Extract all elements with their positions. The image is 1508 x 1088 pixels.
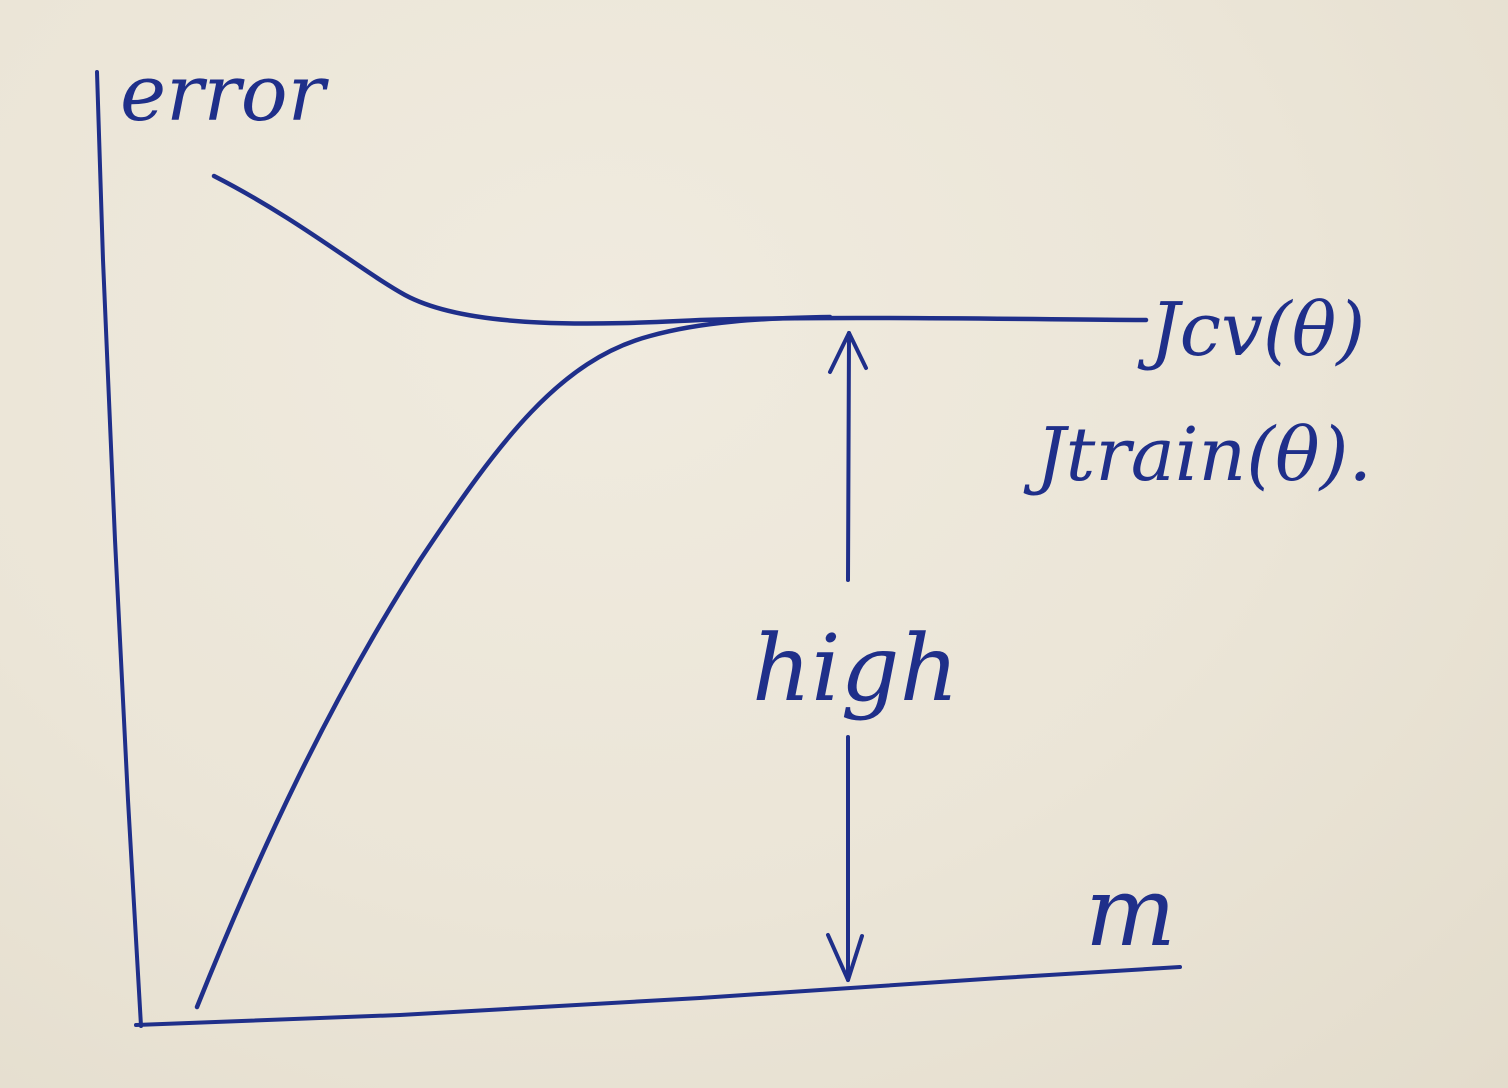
gap-label: high xyxy=(752,615,959,722)
y-axis xyxy=(95,70,143,1028)
train-curve-label: Jtrain(θ). xyxy=(1023,412,1372,498)
cv-curve-label: Jcv(θ) xyxy=(1137,287,1365,373)
gap-arrow-head-up xyxy=(828,331,868,374)
train-error-curve xyxy=(194,314,833,1010)
gap-arrow-head-down xyxy=(826,933,864,982)
y-axis-label: error xyxy=(120,49,330,139)
x-axis xyxy=(134,965,1182,1027)
x-axis-label: m xyxy=(1085,856,1176,968)
cv-error-curve xyxy=(211,173,1149,326)
gap-arrow-upper xyxy=(846,331,851,582)
